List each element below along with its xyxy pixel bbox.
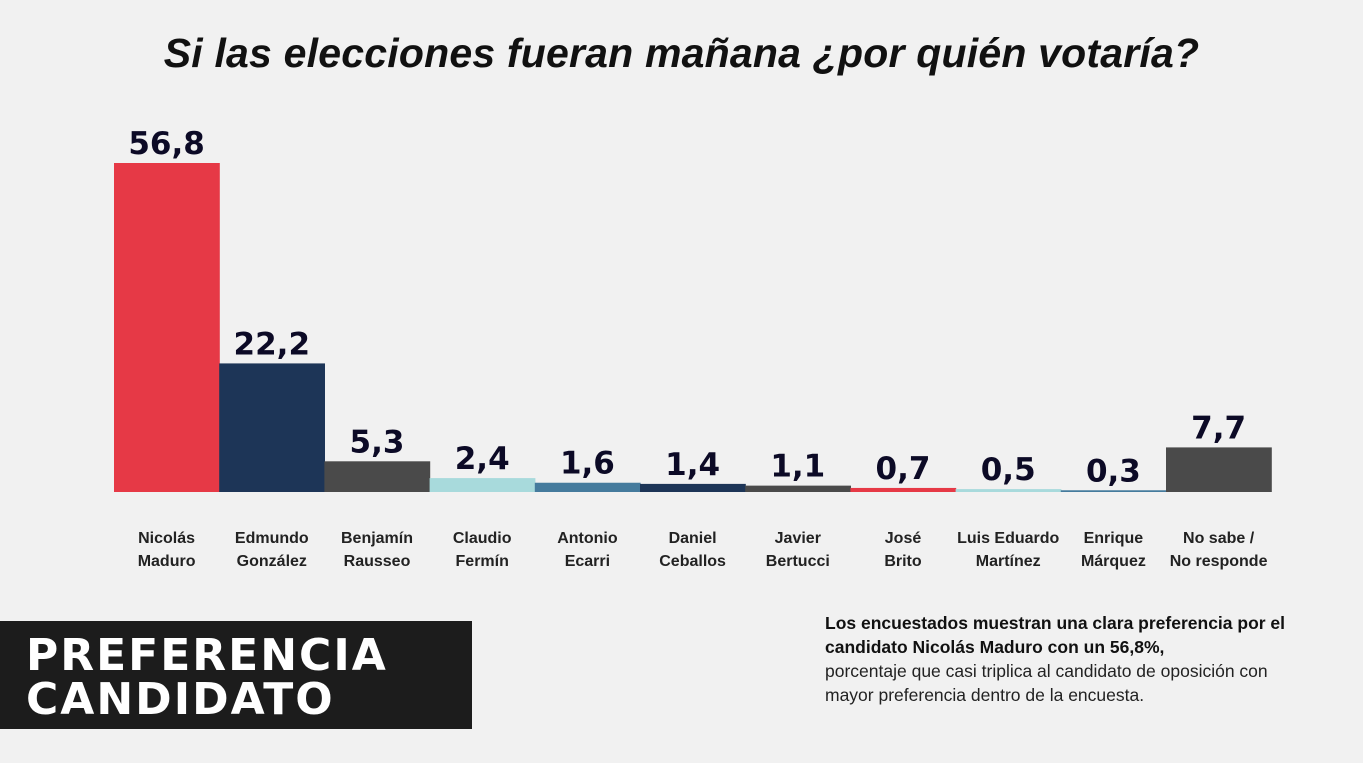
bar-1 [219,363,325,492]
bar-3 [429,478,536,492]
category-label-9: Enrique Márquez [1081,530,1146,570]
bar-chart: 56,8 Nicolás Maduro 22,2 Edmundo González 5,3 B… [114,126,1272,570]
category-label-4: Antonio Ecarri [557,530,618,570]
chart-title: Si las elecciones fueran mañana ¿por qui… [163,30,1200,76]
summary-note-text: porcentaje que casi triplica al candidat… [825,661,1268,705]
value-label-7: 0,7 [876,451,931,487]
category-label-1: Edmundo González [235,530,309,570]
bar-10 [1166,447,1272,492]
category-label-10: No sabe / No responde [1170,530,1268,570]
section-badge: PREFERENCIA CANDIDATO [0,621,472,729]
value-label-4: 1,6 [560,446,615,482]
value-label-9: 0,3 [1086,453,1141,489]
category-label-3: Claudio Fermín [453,530,512,570]
value-label-6: 1,1 [770,449,825,485]
bar-4 [534,482,641,492]
bar-5 [640,483,746,492]
category-label-7: José Brito [884,530,922,570]
category-label-2: Benjamín Rausseo [341,530,413,570]
summary-note-highlight: Los encuestados muestran una clara prefe… [825,613,1286,657]
value-label-0: 56,8 [128,126,205,162]
category-label-8: Luis Eduardo Martínez [957,530,1059,570]
category-label-0: Nicolás Maduro [138,530,196,570]
bar-8 [955,489,1062,492]
summary-note: Los encuestados muestran una clara prefe… [825,611,1305,707]
value-label-2: 5,3 [350,424,405,460]
value-label-1: 22,2 [234,326,311,362]
bar-9 [1060,490,1167,492]
badge-line-2: CANDIDATO [26,674,335,725]
value-label-3: 2,4 [455,441,510,477]
category-label-5: Daniel Ceballos [659,530,726,570]
value-label-5: 1,4 [665,447,720,483]
badge-line-1: PREFERENCIA [26,630,388,681]
value-label-8: 0,5 [981,452,1036,488]
bar-7 [850,487,957,492]
bar-6 [745,485,851,492]
bar-2 [324,461,431,492]
value-label-10: 7,7 [1191,410,1246,446]
category-label-6: Javier Bertucci [766,530,830,570]
bar-0 [114,163,220,492]
